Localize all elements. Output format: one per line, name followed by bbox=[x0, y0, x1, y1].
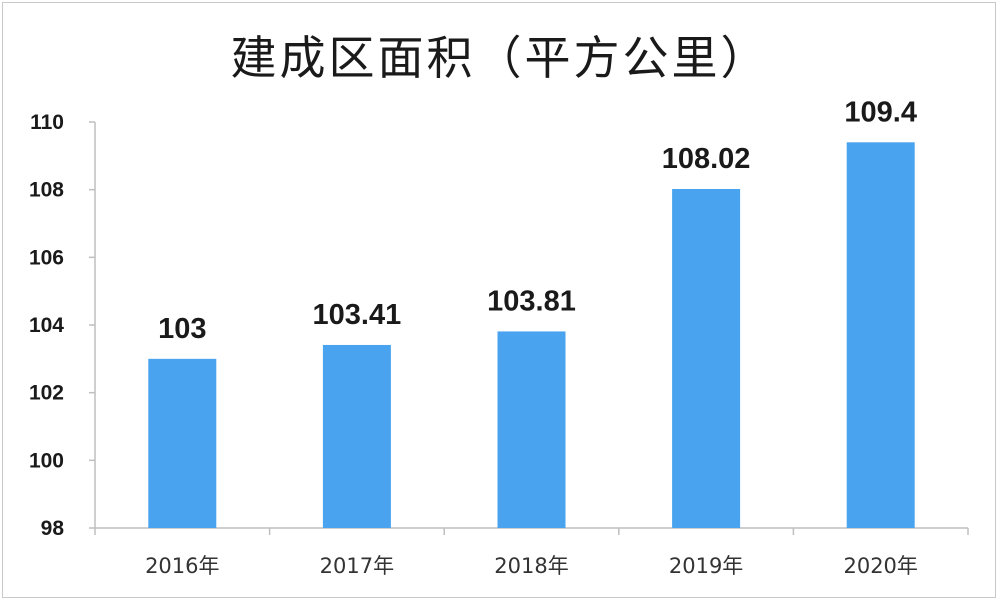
x-axis: 2016年 2017年 2018年 2019年 2020年 bbox=[94, 527, 969, 578]
bar bbox=[322, 344, 391, 528]
bars bbox=[148, 142, 915, 529]
data-label: 108.02 bbox=[662, 143, 751, 175]
chart-title: 建成区面积（平方公里） bbox=[230, 31, 770, 85]
x-tick-label: 2017年 bbox=[320, 554, 394, 578]
x-tick-label: 2018年 bbox=[494, 554, 568, 578]
y-tick-label: 98 bbox=[41, 517, 65, 540]
data-labels: 103 103.41 103.81 108.02 109.4 bbox=[158, 96, 917, 345]
y-tick-label: 110 bbox=[30, 111, 64, 134]
data-label: 103.81 bbox=[487, 285, 576, 317]
x-tick-label: 2019年 bbox=[669, 554, 743, 578]
x-tick-label: 2020年 bbox=[843, 554, 917, 578]
y-tick-label: 100 bbox=[29, 449, 64, 472]
data-label: 103 bbox=[158, 313, 206, 345]
y-tick-label: 106 bbox=[29, 246, 64, 269]
bar bbox=[497, 331, 566, 528]
bar bbox=[672, 188, 741, 529]
y-tick-label: 102 bbox=[29, 382, 64, 405]
y-tick-label: 104 bbox=[29, 314, 64, 337]
y-axis: 98 100 102 104 106 108 110 bbox=[29, 111, 96, 540]
y-tick-label: 108 bbox=[29, 179, 64, 202]
data-label: 103.41 bbox=[313, 299, 402, 331]
bar bbox=[148, 358, 217, 528]
x-tick-label: 2016年 bbox=[145, 554, 219, 578]
bar bbox=[846, 142, 915, 529]
data-label: 109.4 bbox=[844, 96, 917, 128]
